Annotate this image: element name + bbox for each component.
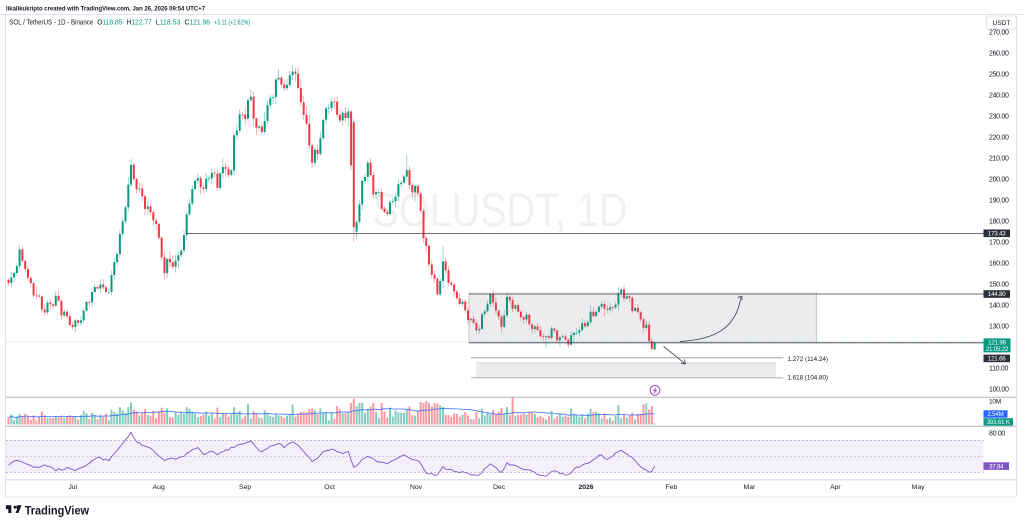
svg-text:37.84: 37.84	[989, 463, 1004, 470]
svg-text:H122.77: H122.77	[127, 20, 152, 27]
svg-text:10M: 10M	[989, 398, 1001, 405]
svg-text:Aug: Aug	[153, 484, 165, 491]
svg-text:173.43: 173.43	[988, 230, 1006, 237]
svg-text:2026: 2026	[578, 484, 593, 491]
svg-text:270.00: 270.00	[989, 30, 1009, 37]
svg-text:393.61 K: 393.61 K	[987, 419, 1011, 426]
svg-text:2.54M: 2.54M	[987, 411, 1003, 418]
svg-text:130.00: 130.00	[989, 324, 1009, 331]
svg-text:110.00: 110.00	[989, 366, 1008, 373]
svg-text:Oct: Oct	[324, 484, 335, 491]
svg-text:May: May	[912, 484, 925, 491]
svg-text:140.00: 140.00	[989, 303, 1009, 310]
svg-text:250.00: 250.00	[989, 72, 1009, 79]
svg-text:USDT: USDT	[993, 20, 1011, 27]
svg-text:210.00: 210.00	[989, 156, 1009, 163]
svg-text:Dec: Dec	[493, 484, 506, 491]
svg-text:170.00: 170.00	[989, 240, 1009, 247]
svg-text:260.00: 260.00	[989, 51, 1009, 58]
svg-text:220.00: 220.00	[989, 135, 1009, 142]
svg-text:Sep: Sep	[239, 484, 251, 491]
svg-text:240.00: 240.00	[989, 93, 1009, 100]
svg-text:Feb: Feb	[666, 484, 678, 491]
svg-text:Jul: Jul	[68, 484, 77, 491]
svg-text:190.00: 190.00	[989, 198, 1009, 205]
svg-text:C121.96: C121.96	[185, 20, 211, 27]
svg-text:150.00: 150.00	[989, 282, 1009, 289]
svg-text:SOLUSDT, 1D: SOLUSDT, 1D	[373, 183, 628, 236]
svg-text:1.618 (104.80): 1.618 (104.80)	[788, 375, 829, 382]
svg-text:21:05:22: 21:05:22	[986, 346, 1009, 353]
svg-text:Nov: Nov	[410, 484, 423, 491]
svg-text:160.00: 160.00	[989, 261, 1009, 268]
svg-text:80.00: 80.00	[989, 431, 1005, 438]
svg-text:Apr: Apr	[830, 484, 841, 491]
svg-text:180.00: 180.00	[989, 219, 1009, 226]
svg-text:SOL / TetherUS - 1D - Binance: SOL / TetherUS - 1D - Binance	[9, 20, 93, 27]
svg-text:+3.11 (+2.62%): +3.11 (+2.62%)	[214, 20, 250, 27]
svg-text:1.272 (114.24): 1.272 (114.24)	[788, 356, 829, 363]
svg-text:Mar: Mar	[744, 484, 756, 491]
svg-text:likalikukripto created with Tr: likalikukripto created with TradingView.…	[6, 6, 205, 13]
svg-text:200.00: 200.00	[989, 177, 1009, 184]
svg-text:230.00: 230.00	[989, 114, 1009, 121]
svg-text:L118.53: L118.53	[156, 20, 181, 27]
svg-text:TradingView: TradingView	[25, 504, 90, 517]
svg-text:100.00: 100.00	[989, 387, 1009, 394]
svg-text:144.80: 144.80	[988, 291, 1006, 298]
svg-text:121.66: 121.66	[988, 356, 1006, 363]
svg-text:121.96: 121.96	[988, 340, 1006, 347]
svg-text:O118.85: O118.85	[97, 20, 122, 27]
